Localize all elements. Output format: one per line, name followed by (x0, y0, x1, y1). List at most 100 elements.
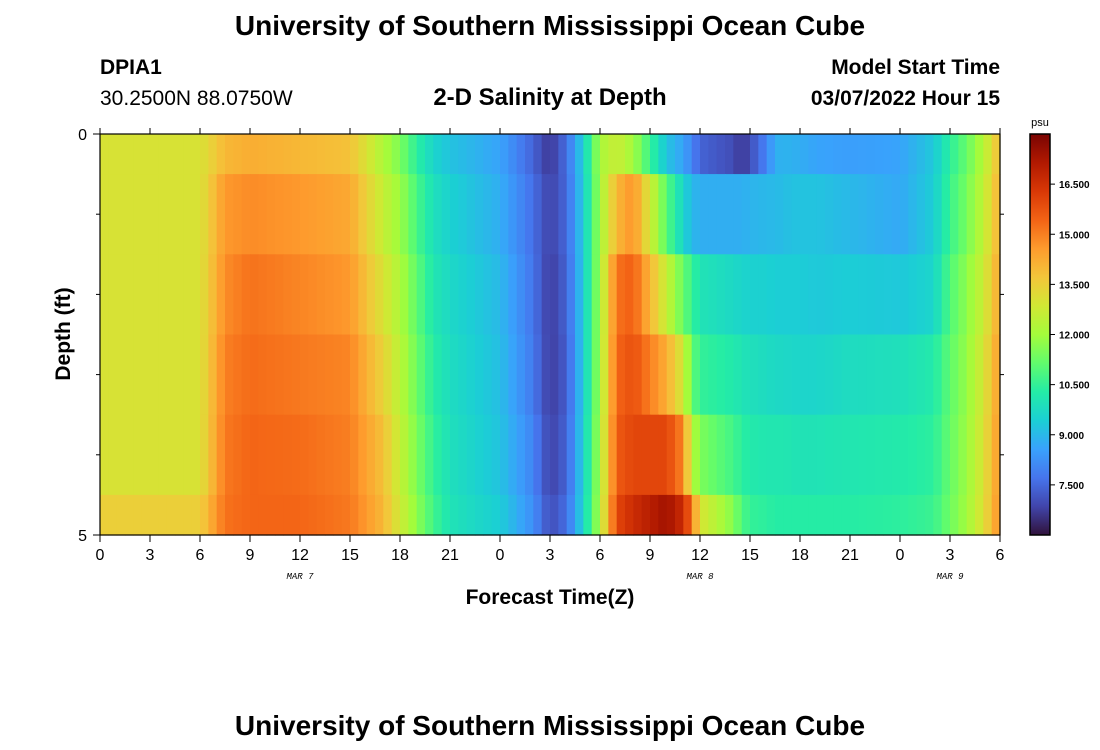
heatmap-cell (666, 494, 676, 536)
heatmap-cell (458, 134, 468, 175)
heatmap-cell (141, 134, 151, 175)
heatmap-cell (150, 494, 159, 536)
heatmap-cell (516, 134, 526, 175)
heatmap-cell (266, 414, 276, 496)
heatmap-cell (900, 174, 909, 255)
heatmap-cell (916, 174, 926, 255)
heatmap-cell (275, 334, 284, 416)
heatmap-cell (341, 494, 351, 536)
heatmap-cell (700, 174, 709, 255)
heatmap-cell (416, 134, 426, 175)
station-coords: 30.2500N 88.0750W (100, 87, 293, 110)
heatmap-cell (525, 414, 534, 496)
x-tick-label: 12 (691, 547, 709, 564)
heatmap-cell (908, 334, 918, 416)
heatmap-cell (391, 134, 401, 175)
heatmap-cell (666, 254, 676, 336)
heatmap-cell (433, 134, 443, 175)
heatmap-cell (883, 174, 893, 255)
heatmap-cell (541, 174, 551, 255)
heatmap-cell (833, 134, 843, 175)
heatmap-cell (350, 134, 359, 175)
heatmap-cell (366, 134, 376, 175)
heatmap-cell (641, 254, 651, 336)
heatmap-cell (933, 254, 943, 336)
heatmap-cell (950, 174, 959, 255)
heatmap-cell (125, 414, 134, 496)
heatmap-cell (308, 174, 318, 255)
heatmap-cell (816, 254, 826, 336)
heatmap-cell (983, 494, 993, 536)
heatmap-cell (550, 334, 559, 416)
heatmap-cell (550, 494, 559, 536)
heatmap-cell (766, 334, 776, 416)
heatmap-cell (666, 414, 676, 496)
heatmap-cell (983, 334, 993, 416)
heatmap-cell (591, 334, 601, 416)
heatmap-cell (758, 174, 768, 255)
heatmap-cell (358, 174, 368, 255)
heatmap-cell (358, 414, 368, 496)
heatmap-cell (316, 334, 326, 416)
heatmap-cell (941, 254, 951, 336)
heatmap-cell (600, 254, 609, 336)
heatmap-cell (541, 134, 551, 175)
heatmap-cell (391, 494, 401, 536)
heatmap-cell (225, 494, 234, 536)
heatmap-cell (341, 134, 351, 175)
heatmap-cell (133, 334, 143, 416)
heatmap-cell (733, 414, 743, 496)
heatmap-cell (266, 494, 276, 536)
heatmap-cell (483, 174, 493, 255)
heatmap-cell (766, 134, 776, 175)
x-tick-label: 6 (596, 547, 605, 564)
heatmap-cell (925, 494, 934, 536)
heatmap-cell (625, 254, 634, 336)
heatmap-cell (591, 134, 601, 175)
heatmap-cell (908, 134, 918, 175)
heatmap-cell (958, 254, 968, 336)
heatmap-cell (658, 174, 668, 255)
heatmap-cell (816, 494, 826, 536)
heatmap-cell (175, 254, 184, 336)
heatmap-cell (408, 174, 418, 255)
heatmap-cell (316, 174, 326, 255)
heatmap-cell (741, 414, 751, 496)
heatmap-cell (258, 494, 268, 536)
heatmap-cell (575, 334, 584, 416)
heatmap-cell (891, 494, 901, 536)
heatmap-cell (316, 414, 326, 496)
heatmap-cell (966, 254, 976, 336)
heatmap-cell (233, 174, 243, 255)
heatmap-cell (558, 254, 568, 336)
heatmap-cell (400, 254, 409, 336)
heatmap-cell (825, 414, 834, 496)
heatmap-cell (958, 494, 968, 536)
footer-title: University of Southern Mississippi Ocean… (234, 710, 866, 741)
heatmap-cell (850, 414, 859, 496)
heatmap-cell (358, 134, 368, 175)
heatmap-cell (500, 494, 509, 536)
heatmap-cell (250, 414, 259, 496)
heatmap-cell (858, 254, 868, 336)
heatmap-cell (316, 254, 326, 336)
heatmap-cell (591, 494, 601, 536)
heatmap-cell (758, 254, 768, 336)
heatmap-cell (200, 254, 209, 336)
heatmap-cell (491, 254, 501, 336)
heatmap-cell (475, 414, 484, 496)
heatmap-cell (608, 254, 618, 336)
heatmap-cell (791, 414, 801, 496)
heatmap-cell (633, 134, 643, 175)
heatmap-cell (133, 414, 143, 496)
heatmap-cell (125, 174, 134, 255)
heatmap-cell (675, 334, 684, 416)
heatmap-cell (425, 174, 434, 255)
heatmap-cell (516, 334, 526, 416)
heatmap-cell (450, 134, 459, 175)
heatmap-cell (166, 174, 176, 255)
heatmap-cell (716, 254, 726, 336)
y-tick-label: 0 (78, 127, 87, 144)
heatmap-cell (116, 414, 126, 496)
heatmap-cell (541, 334, 551, 416)
